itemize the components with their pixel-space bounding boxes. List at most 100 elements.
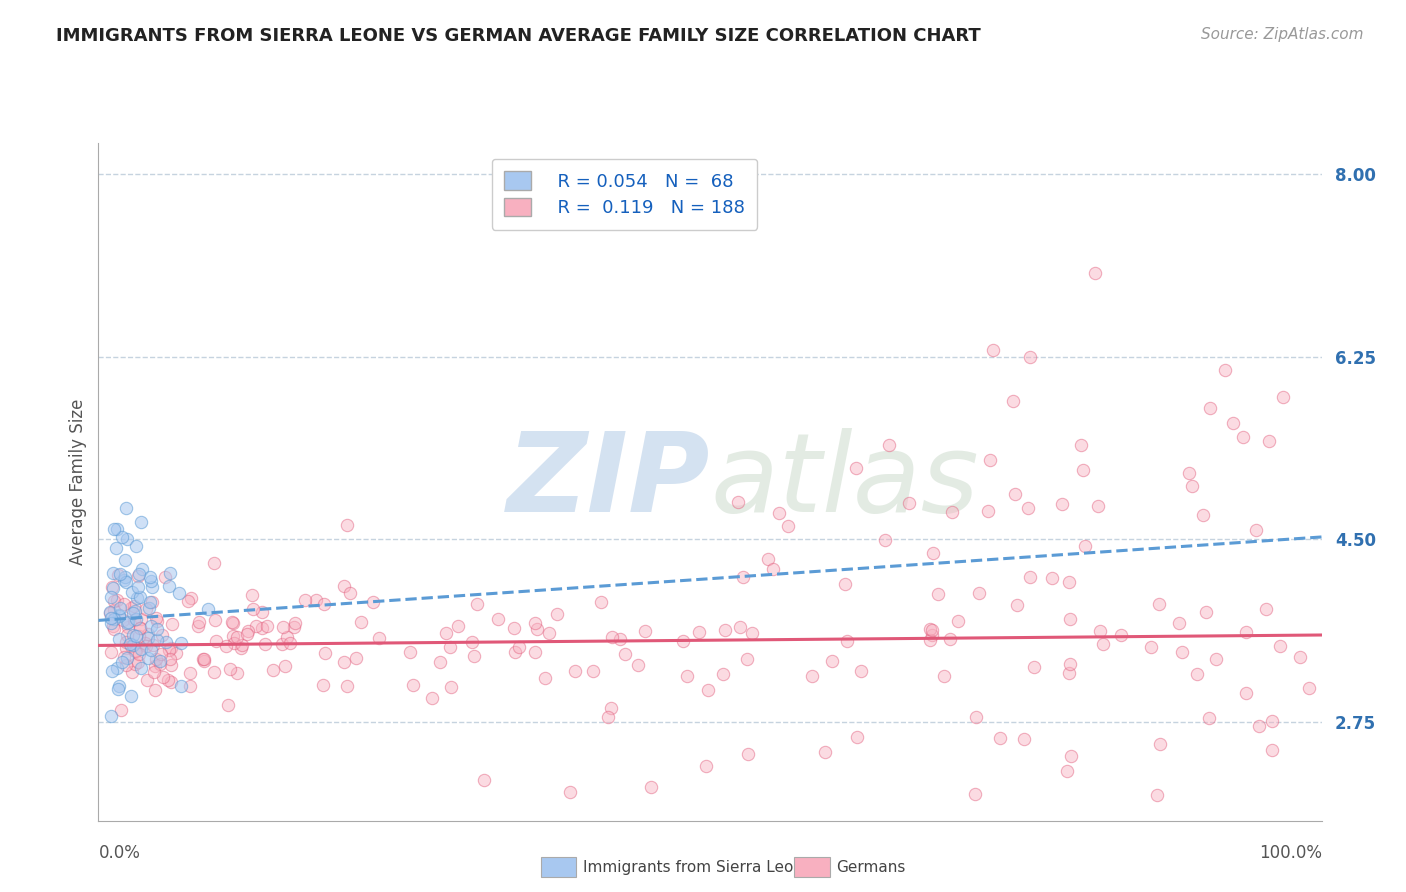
Point: [121, 665, 143, 680]
Point: [271, 620, 294, 634]
Point: [165, 646, 187, 660]
Point: [582, 664, 605, 678]
Point: [1181, 479, 1204, 493]
Point: [103, 603, 125, 617]
Point: [918, 632, 941, 647]
Point: [100, 616, 122, 631]
Point: [465, 597, 488, 611]
Point: [1234, 624, 1257, 639]
Point: [105, 522, 128, 536]
Point: [125, 612, 148, 626]
Point: [1109, 628, 1132, 642]
Point: [128, 629, 150, 643]
Point: [253, 637, 276, 651]
Point: [367, 631, 389, 645]
Text: IMMIGRANTS FROM SIERRA LEONE VS GERMAN AVERAGE FAMILY SIZE CORRELATION CHART: IMMIGRANTS FROM SIERRA LEONE VS GERMAN A…: [56, 27, 981, 45]
Point: [120, 637, 142, 651]
Point: [526, 622, 548, 636]
Point: [1258, 434, 1281, 449]
Point: [136, 650, 159, 665]
Point: [115, 657, 138, 672]
Point: [143, 658, 166, 673]
Point: [139, 595, 162, 609]
Point: [129, 612, 152, 626]
Point: [256, 618, 278, 632]
Point: [564, 664, 586, 678]
Point: [236, 627, 259, 641]
Point: [614, 647, 637, 661]
Point: [145, 652, 167, 666]
Text: ZIP: ZIP: [506, 428, 710, 535]
Point: [139, 643, 162, 657]
Point: [1001, 394, 1024, 409]
Text: 100.0%: 100.0%: [1258, 845, 1322, 863]
Point: [741, 626, 763, 640]
Point: [252, 621, 274, 635]
Point: [160, 658, 183, 673]
Point: [117, 620, 139, 634]
Point: [508, 640, 530, 654]
Point: [242, 601, 264, 615]
Point: [1059, 612, 1081, 626]
Point: [1092, 637, 1115, 651]
Point: [103, 566, 125, 581]
Point: [105, 661, 128, 675]
Point: [1059, 666, 1081, 681]
Point: [245, 619, 267, 633]
Point: [131, 562, 153, 576]
Point: [1073, 539, 1095, 553]
Point: [100, 709, 122, 723]
Point: [1040, 571, 1063, 585]
Point: [988, 731, 1011, 745]
Point: [756, 551, 779, 566]
Point: [148, 657, 170, 671]
Point: [941, 505, 963, 519]
Point: [191, 652, 214, 666]
Point: [103, 523, 125, 537]
Point: [112, 573, 135, 587]
Point: [156, 673, 179, 687]
Point: [350, 615, 373, 629]
Point: [1234, 686, 1257, 700]
Point: [114, 570, 136, 584]
Point: [115, 634, 138, 648]
Point: [139, 574, 162, 589]
Point: [100, 611, 122, 625]
Point: [124, 613, 146, 627]
Point: [1087, 499, 1109, 513]
Point: [695, 759, 717, 773]
Point: [1298, 681, 1320, 696]
Point: [124, 599, 146, 613]
Point: [240, 588, 263, 602]
Point: [146, 622, 169, 636]
Point: [150, 628, 173, 642]
Point: [105, 541, 128, 555]
Point: [204, 614, 226, 628]
Point: [1271, 390, 1294, 404]
Point: [177, 593, 200, 607]
Point: [138, 632, 160, 646]
Point: [523, 615, 546, 630]
Point: [898, 496, 921, 510]
Point: [125, 539, 148, 553]
Point: [110, 600, 132, 615]
Point: [222, 629, 245, 643]
Point: [159, 652, 181, 666]
Point: [152, 670, 174, 684]
Point: [1187, 667, 1209, 681]
Point: [108, 609, 131, 624]
Point: [1254, 602, 1277, 616]
Point: [145, 614, 167, 628]
Point: [333, 655, 356, 669]
Point: [1017, 501, 1039, 516]
Point: [447, 619, 470, 633]
Point: [103, 612, 125, 626]
Point: [314, 646, 336, 660]
Point: [1004, 487, 1026, 501]
Point: [135, 602, 157, 616]
Point: [600, 700, 623, 714]
Y-axis label: Average Family Size: Average Family Size: [69, 399, 87, 565]
Point: [1147, 597, 1170, 611]
Point: [122, 628, 145, 642]
Point: [762, 562, 785, 576]
